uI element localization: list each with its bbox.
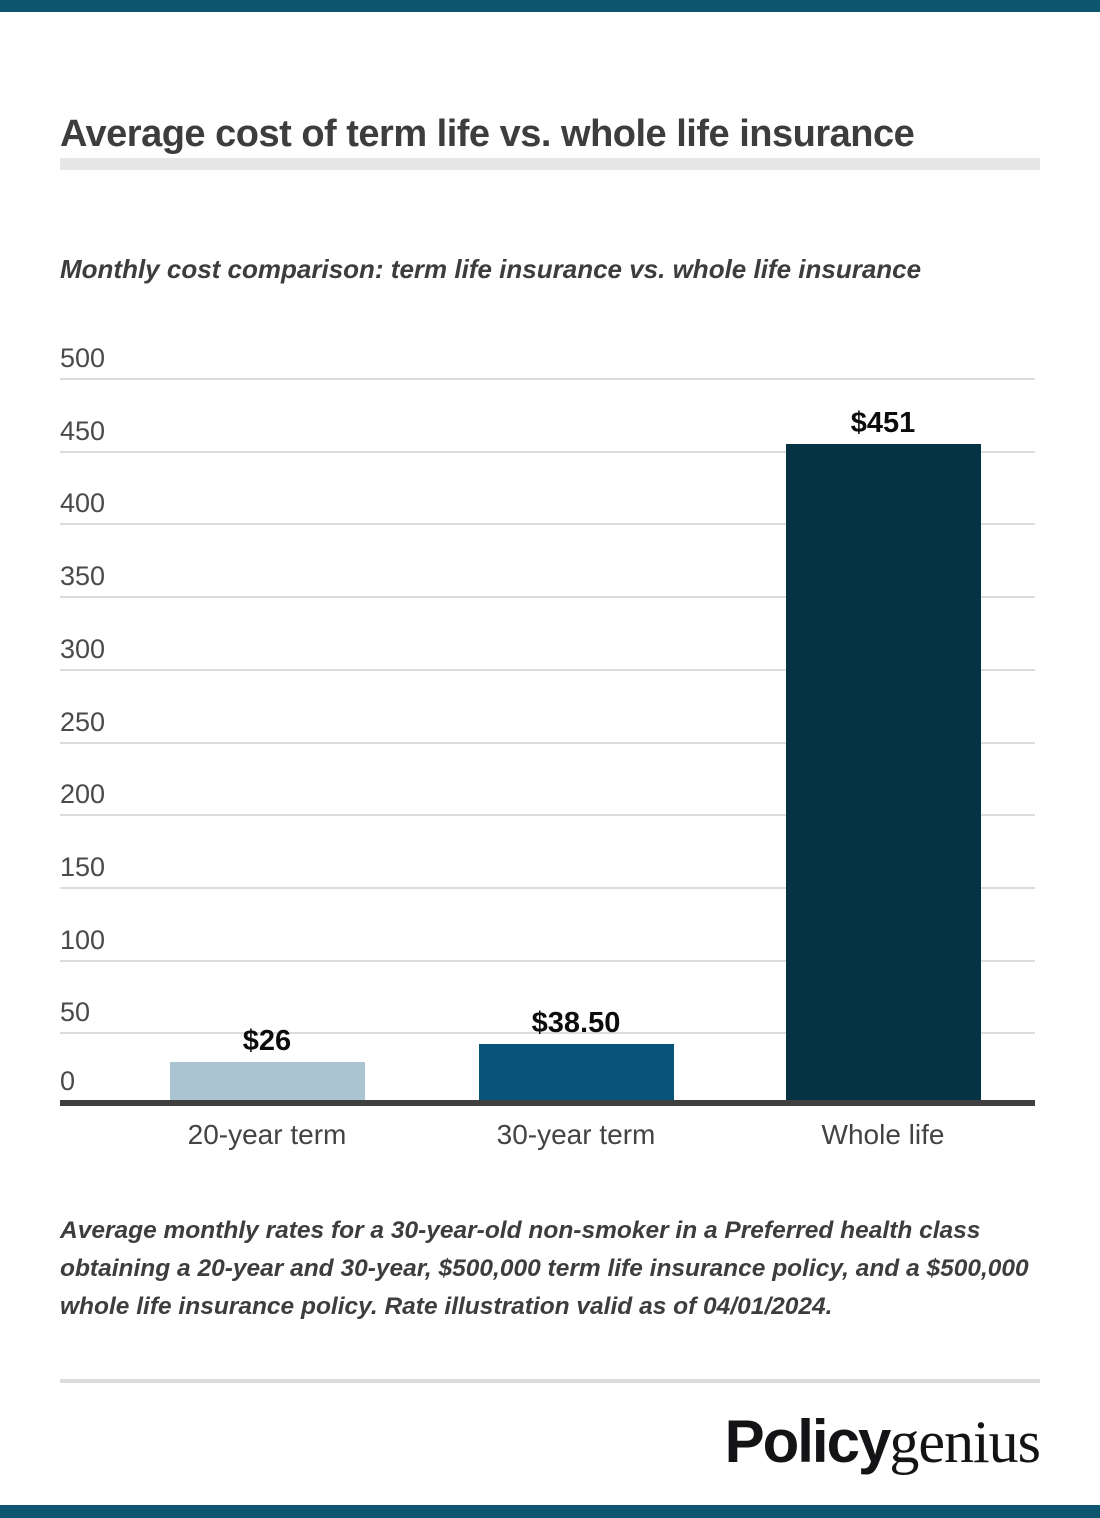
- title-underline-bar: [60, 158, 1040, 170]
- gridline-y-500: [60, 378, 1035, 380]
- y-tick-label-0: 0: [60, 1066, 76, 1096]
- bar-whole-life: [785, 444, 981, 1100]
- bar-20-year-term: [169, 1062, 365, 1100]
- y-tick-label-50: 50: [60, 997, 91, 1028]
- y-tick-label-100: 100: [60, 924, 106, 955]
- chart-footnote: Average monthly rates for a 30-year-old …: [60, 1217, 1029, 1320]
- plot-area: 0 50 100 150 200 250 300 350 400 450 500 $26 20-year…: [60, 345, 1035, 1150]
- gridline-y-250: [60, 741, 1035, 744]
- gridline-y-450: [60, 450, 1035, 453]
- gridline-y-150: [60, 886, 1035, 889]
- value-label-1: $38.50: [531, 1007, 621, 1039]
- policygenius-logo: Policygenius: [724, 1408, 1041, 1476]
- gridline-y-200: [60, 814, 1035, 817]
- gridline-y-300: [60, 668, 1035, 671]
- y-tick-label-450: 450: [60, 415, 106, 446]
- x-category-label-1: 30-year term: [496, 1119, 656, 1150]
- top-accent-band: [0, 0, 1100, 12]
- y-tick-label-300: 300: [60, 633, 106, 664]
- gridline-y-400: [60, 523, 1035, 526]
- logo-bold-part: Policy: [724, 1408, 892, 1475]
- logo-serif-part: genius: [889, 1409, 1041, 1475]
- value-label-2: $451: [850, 407, 916, 439]
- footer-divider: [60, 1379, 1040, 1383]
- gridline-y-100: [60, 959, 1035, 962]
- y-tick-label-150: 150: [60, 851, 106, 882]
- y-tick-label-250: 250: [60, 706, 106, 737]
- x-axis-baseline: [60, 1100, 1035, 1106]
- y-tick-label-200: 200: [60, 779, 106, 810]
- x-category-label-0: 20-year term: [187, 1119, 347, 1150]
- chart-subtitle: Monthly cost comparison: term life insur…: [60, 254, 922, 284]
- gridline-y-350: [60, 596, 1035, 599]
- y-tick-label-350: 350: [60, 561, 106, 592]
- y-tick-label-400: 400: [60, 488, 106, 519]
- x-category-label-2: Whole life: [821, 1119, 945, 1150]
- page-title: Average cost of term life vs. whole life…: [60, 113, 915, 156]
- gridline-y-50: [60, 1032, 1035, 1035]
- y-tick-label-500: 500: [60, 343, 106, 373]
- bottom-accent-band: [0, 1505, 1100, 1518]
- value-label-0: $26: [242, 1025, 292, 1057]
- bar-30-year-term: [478, 1044, 674, 1100]
